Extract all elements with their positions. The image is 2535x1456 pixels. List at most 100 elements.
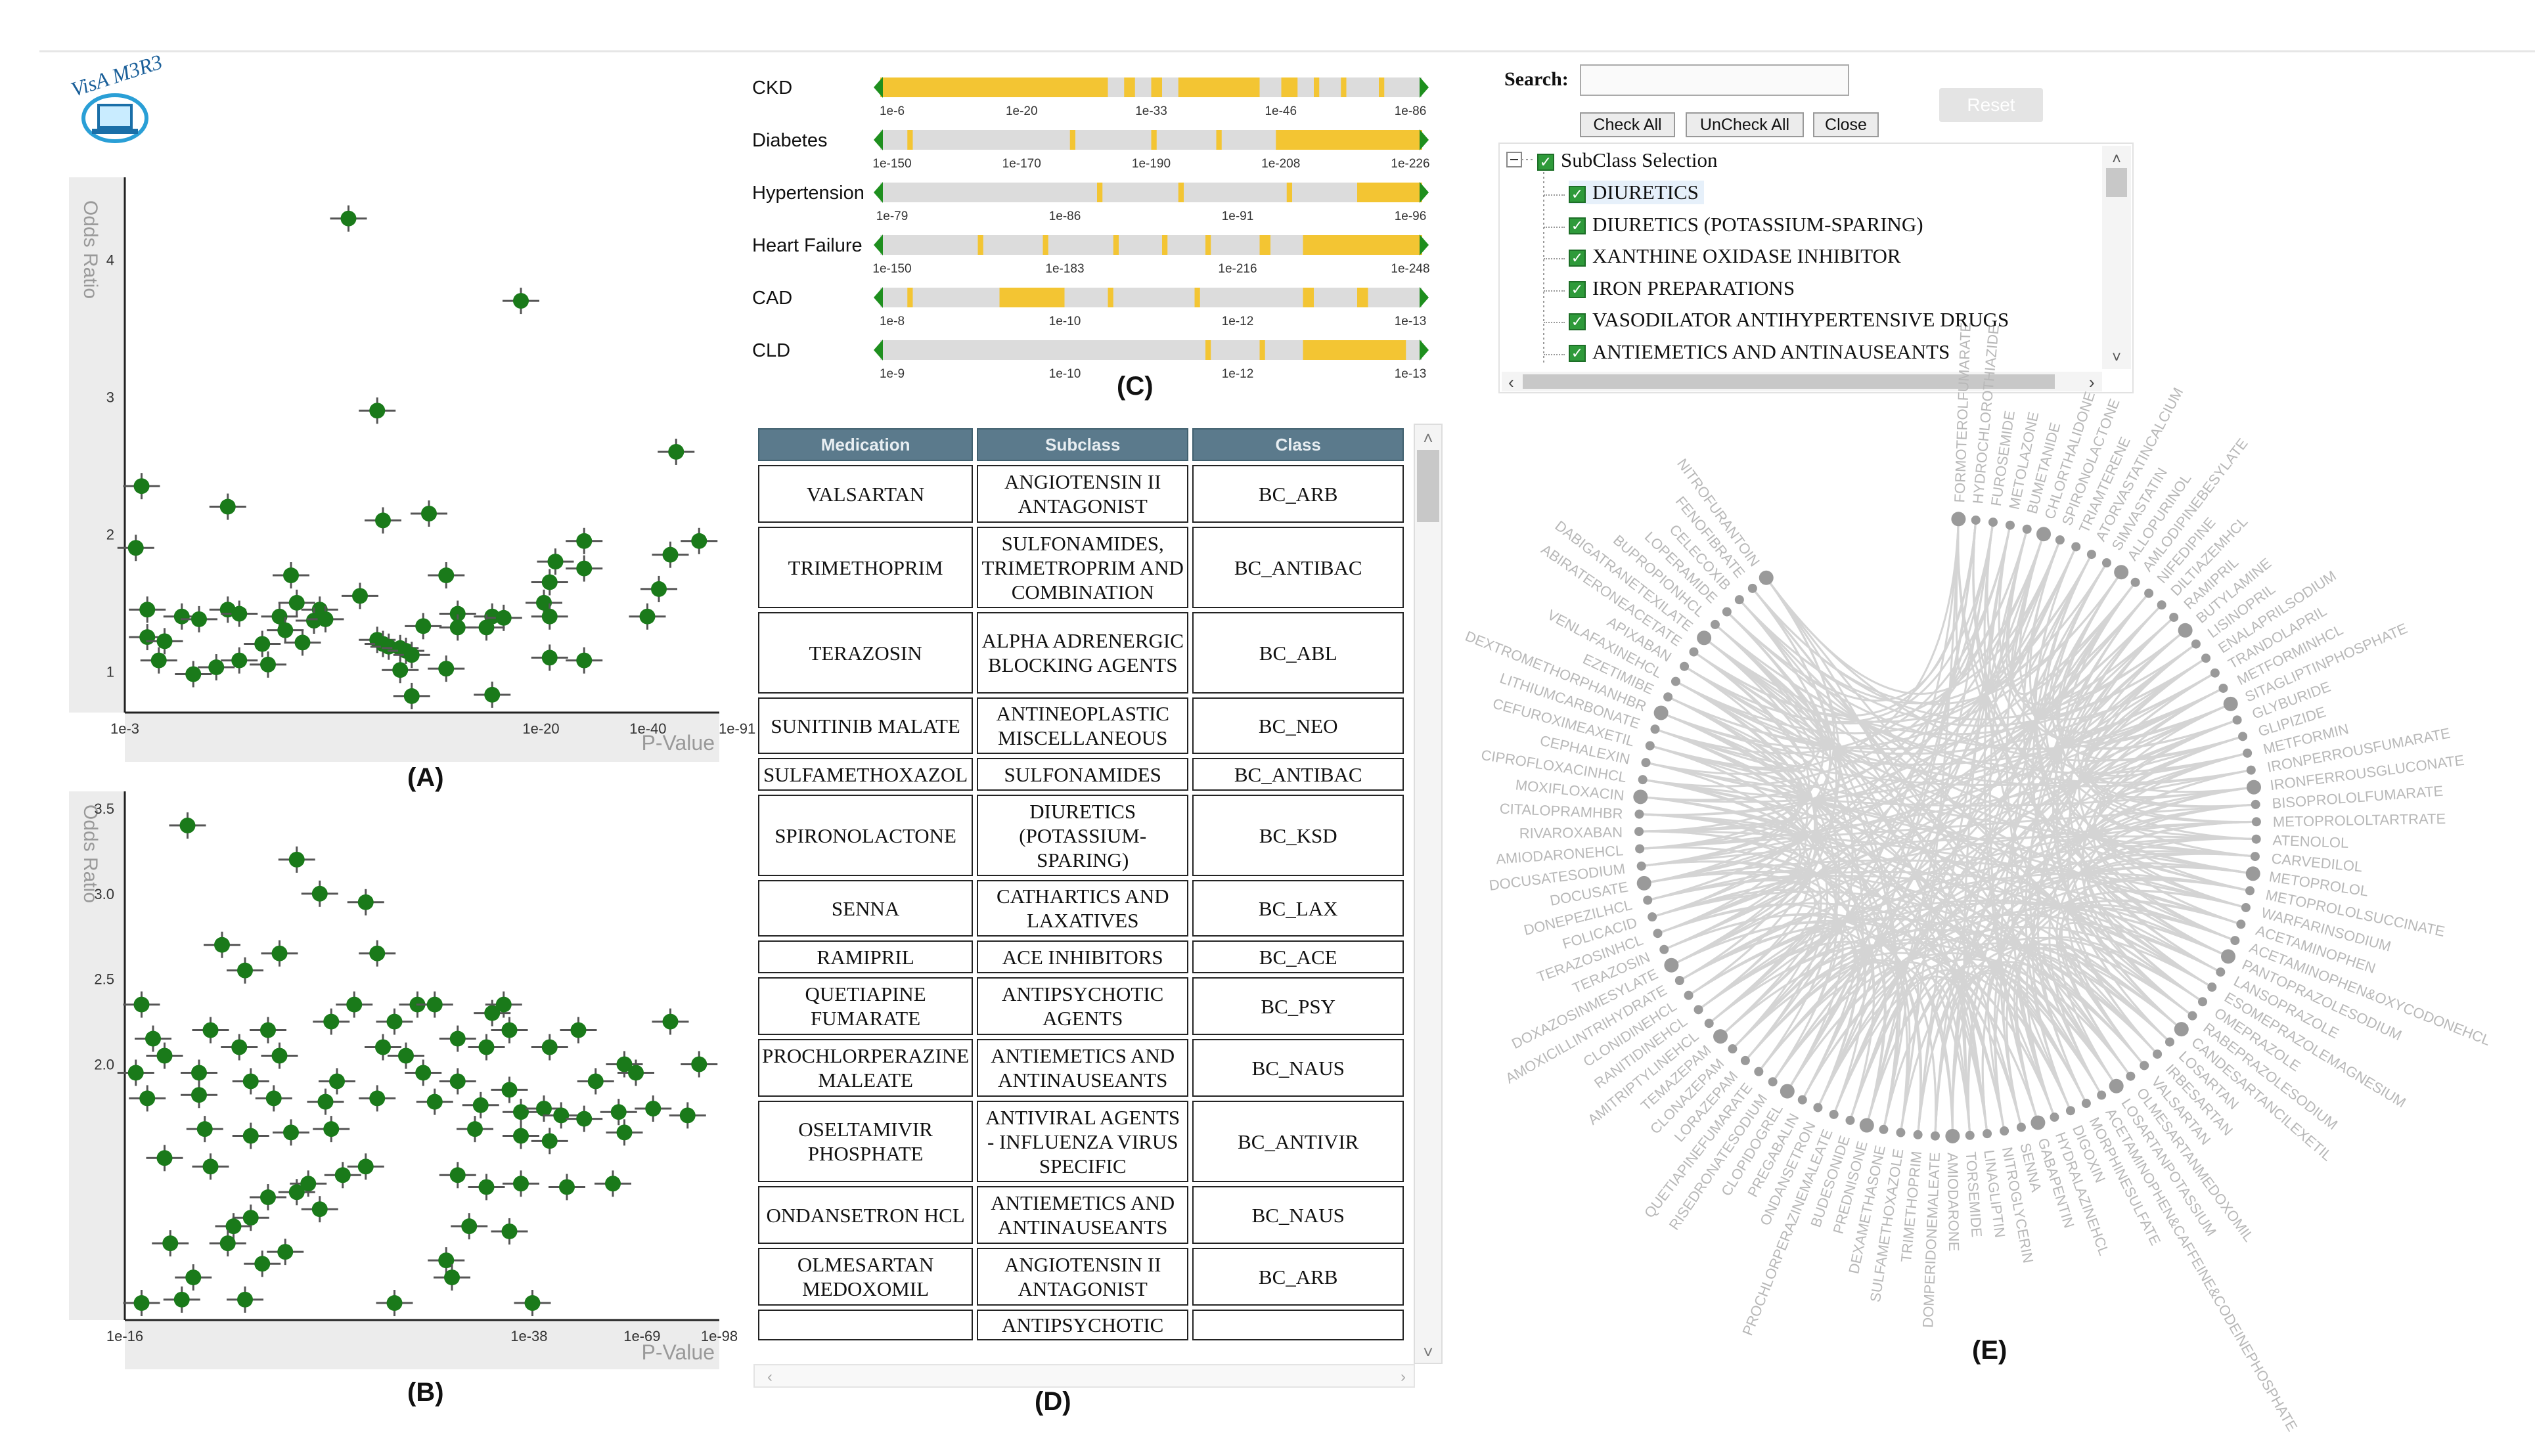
- network-node-dot[interactable]: [2207, 982, 2217, 992]
- network-node-dot[interactable]: [1879, 1124, 1889, 1134]
- table-row[interactable]: PROCHLORPERAZINE MALEATE ANTIEMETICS AND …: [758, 1039, 1404, 1097]
- network-node-dot[interactable]: [2097, 1090, 2107, 1100]
- network-node-dot[interactable]: [1648, 912, 1657, 922]
- network-node-dot[interactable]: [1945, 1128, 1960, 1143]
- table-row[interactable]: OSELTAMIVIR PHOSPHATE ANTIVIRAL AGENTS - …: [758, 1101, 1404, 1182]
- data-point[interactable]: [388, 1042, 424, 1069]
- network-node-dot[interactable]: [1768, 1077, 1778, 1087]
- network-node-dot[interactable]: [1722, 607, 1732, 617]
- network-node-dot[interactable]: [2109, 1078, 2124, 1093]
- data-point[interactable]: [123, 473, 160, 500]
- data-point[interactable]: [347, 1153, 384, 1180]
- data-point[interactable]: [181, 1059, 217, 1086]
- data-point[interactable]: [468, 1034, 505, 1061]
- range-handle-right-icon[interactable]: [1420, 77, 1429, 98]
- tree-item[interactable]: ✓ IRON PREPARATIONS: [1569, 276, 1795, 300]
- network-node-dot[interactable]: [1636, 875, 1651, 891]
- network-node-dot[interactable]: [1645, 741, 1655, 751]
- data-point[interactable]: [123, 991, 160, 1018]
- network-node-dot[interactable]: [2230, 936, 2240, 946]
- data-point[interactable]: [606, 1051, 643, 1078]
- data-point[interactable]: [336, 991, 373, 1018]
- data-point[interactable]: [347, 889, 384, 916]
- network-node-dot[interactable]: [2246, 765, 2256, 775]
- data-point[interactable]: [163, 1286, 200, 1313]
- network-node-dot[interactable]: [1965, 1130, 1975, 1140]
- data-point[interactable]: [526, 1095, 562, 1122]
- network-node-dot[interactable]: [1689, 647, 1699, 657]
- data-point[interactable]: [140, 647, 177, 674]
- data-point[interactable]: [503, 1122, 539, 1149]
- network-node-dot[interactable]: [1829, 1109, 1839, 1119]
- data-point[interactable]: [215, 1213, 252, 1240]
- network-node-dot[interactable]: [2236, 919, 2246, 929]
- data-point[interactable]: [393, 642, 430, 669]
- data-point[interactable]: [503, 1170, 539, 1197]
- column-header-medication[interactable]: Medication: [758, 428, 974, 461]
- network-node-dot[interactable]: [1797, 1095, 1807, 1105]
- data-point[interactable]: [566, 1105, 603, 1132]
- network-node-dot[interactable]: [1635, 844, 1645, 854]
- data-point[interactable]: [313, 1008, 350, 1035]
- data-point[interactable]: [594, 1170, 631, 1197]
- network-node-dot[interactable]: [1697, 630, 1712, 646]
- data-point[interactable]: [531, 1034, 568, 1061]
- data-point[interactable]: [117, 1059, 154, 1086]
- data-point[interactable]: [232, 1068, 269, 1095]
- network-node[interactable]: CARVEDILOL: [2250, 850, 2363, 875]
- checkbox-checked-icon[interactable]: ✓: [1569, 313, 1586, 330]
- network-node[interactable]: RIVAROXABAN: [1519, 824, 1644, 841]
- network-node-dot[interactable]: [1780, 1084, 1795, 1099]
- data-point[interactable]: [221, 647, 258, 674]
- range-handle-left-icon[interactable]: [874, 77, 883, 98]
- network-node-dot[interactable]: [1694, 1005, 1703, 1015]
- timeline-track[interactable]: [880, 183, 1422, 202]
- data-point[interactable]: [359, 397, 396, 424]
- data-point[interactable]: [198, 654, 235, 681]
- network-node-dot[interactable]: [1653, 705, 1669, 720]
- data-point[interactable]: [566, 527, 603, 554]
- range-handle-left-icon[interactable]: [874, 340, 883, 361]
- data-point[interactable]: [330, 205, 367, 232]
- network-node-dot[interactable]: [2005, 520, 2015, 530]
- data-point[interactable]: [405, 1059, 442, 1086]
- scroll-down-icon[interactable]: ˅: [1423, 1342, 1433, 1362]
- tree-scroll-down-icon[interactable]: ˅: [2112, 349, 2121, 366]
- data-point[interactable]: [204, 931, 240, 958]
- network-node-dot[interactable]: [2220, 949, 2235, 964]
- data-point[interactable]: [428, 655, 465, 682]
- data-point[interactable]: [652, 541, 689, 568]
- data-point[interactable]: [175, 1264, 212, 1291]
- network-node-dot[interactable]: [2055, 535, 2065, 545]
- network-node-dot[interactable]: [1859, 1118, 1874, 1133]
- data-point[interactable]: [232, 1122, 269, 1149]
- network-node-dot[interactable]: [2251, 817, 2261, 827]
- data-point[interactable]: [278, 846, 315, 873]
- network-node-dot[interactable]: [1653, 929, 1663, 938]
- checkbox-checked-icon[interactable]: ✓: [1569, 185, 1586, 203]
- data-point[interactable]: [301, 1196, 338, 1223]
- data-point[interactable]: [221, 600, 258, 627]
- data-point[interactable]: [307, 1088, 344, 1115]
- data-point[interactable]: [468, 1174, 505, 1201]
- data-point[interactable]: [146, 1145, 183, 1172]
- network-node-dot[interactable]: [2178, 623, 2193, 638]
- network-node-dot[interactable]: [2036, 527, 2052, 542]
- network-node-dot[interactable]: [1930, 1131, 1940, 1141]
- table-row[interactable]: QUETIAPINE FUMARATE ANTIPSYCHOTIC AGENTS B…: [758, 977, 1404, 1035]
- network-node-dot[interactable]: [1971, 515, 1981, 525]
- data-point[interactable]: [209, 1230, 246, 1257]
- data-point[interactable]: [503, 288, 539, 315]
- data-point[interactable]: [123, 1290, 160, 1317]
- check-all-button[interactable]: Check All: [1580, 112, 1675, 137]
- data-point[interactable]: [658, 438, 695, 465]
- network-node-dot[interactable]: [2000, 1126, 2009, 1136]
- data-point[interactable]: [376, 1008, 413, 1035]
- range-handle-right-icon[interactable]: [1420, 129, 1429, 150]
- data-point[interactable]: [255, 1085, 292, 1112]
- table-row[interactable]: SULFAMETHOXAZOL SULFONAMIDES BC_ANTIBAC: [758, 758, 1404, 791]
- data-point[interactable]: [359, 940, 396, 967]
- network-node-dot[interactable]: [2114, 565, 2129, 580]
- network-node-dot[interactable]: [2232, 715, 2242, 725]
- tree-item[interactable]: ✓ ANTIEMETICS AND ANTINAUSEANTS: [1569, 340, 1950, 364]
